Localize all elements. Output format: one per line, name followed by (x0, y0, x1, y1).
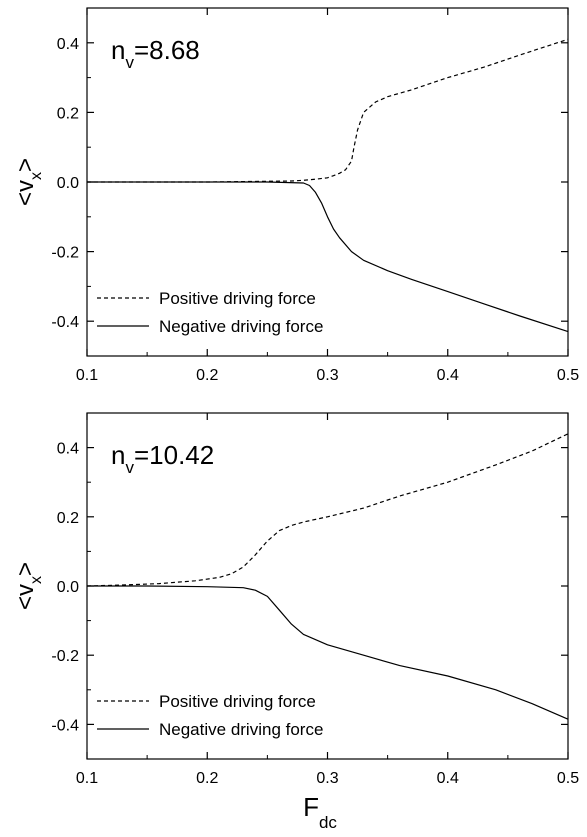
density-annotation: nv=8.68 (111, 35, 200, 72)
y-tick-label: -0.2 (51, 648, 79, 665)
y-axis-label: <vx> (12, 562, 45, 610)
y-tick-label: 0.0 (57, 579, 79, 596)
x-tick-label: 0.4 (437, 367, 459, 384)
y-tick-label: 0.4 (57, 36, 79, 53)
legend-label: Positive driving force (159, 289, 316, 308)
x-tick-label: 0.3 (316, 770, 338, 787)
chart-panel-2: 0.1 0.2 0.3 0.4 0.5 0.4 0.2 0.0 -0.2 -0.4 nv=10.42… (12, 412, 579, 787)
chart-panel-1: 0.1 0.2 0.3 0.4 0.5 0.4 0.2 0.0 -0.2 -0.4 nv=8.68 <… (12, 7, 579, 384)
series-line-negative (87, 585, 569, 720)
legend-label: Negative driving force (159, 317, 323, 336)
y-tick-label: 0.2 (57, 105, 79, 122)
y-tick-label: -0.4 (51, 314, 79, 331)
x-tick-label: 0.4 (437, 770, 459, 787)
legend-label: Negative driving force (159, 720, 323, 739)
legend-label: Positive driving force (159, 692, 316, 711)
x-tick-label: 0.1 (76, 367, 98, 384)
series-line-positive (87, 38, 569, 183)
y-tick-label: -0.4 (51, 717, 79, 734)
x-tick-label: 0.5 (557, 770, 579, 787)
density-annotation: nv=10.42 (111, 440, 214, 477)
y-axis-label: <vx> (12, 158, 45, 206)
x-tick-label: 0.2 (196, 770, 218, 787)
x-tick-label: 0.3 (316, 367, 338, 384)
y-tick-label: 0.0 (57, 175, 79, 192)
x-tick-label: 0.2 (196, 367, 218, 384)
series-line-positive (86, 433, 569, 587)
y-tick-label: -0.2 (51, 245, 79, 262)
y-tick-label: 0.4 (57, 441, 79, 458)
y-tick-label: 0.2 (57, 510, 79, 527)
x-tick-label: 0.5 (557, 367, 579, 384)
x-tick-label: 0.1 (76, 770, 98, 787)
series-line-negative (87, 181, 569, 333)
x-axis-label: Fdc (303, 792, 337, 832)
